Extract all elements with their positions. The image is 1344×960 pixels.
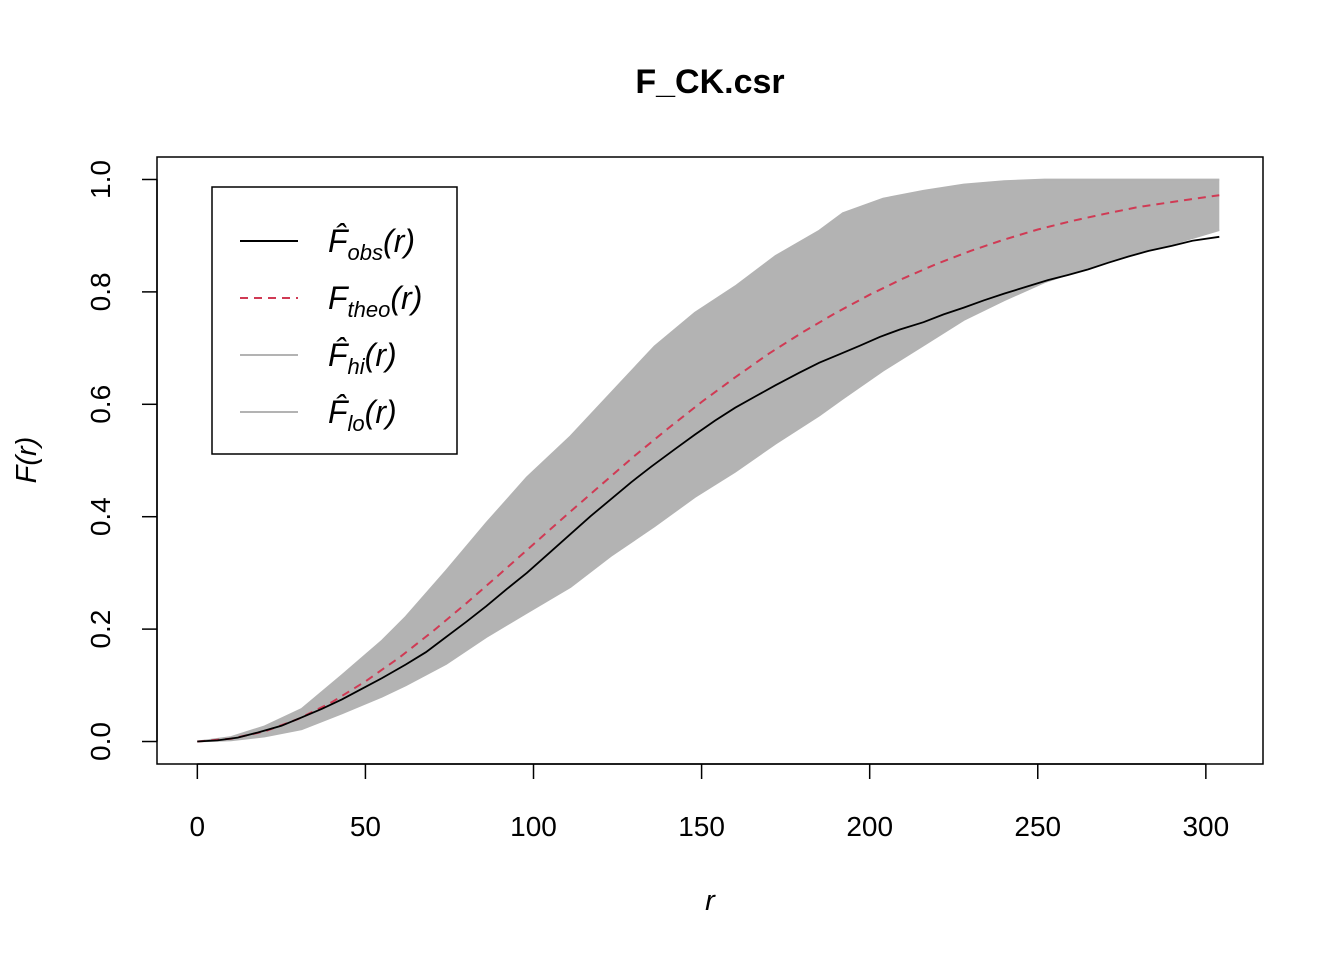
series-line-lo <box>197 229 1220 743</box>
legend: F̂obs(r) Ftheo(r) F̂hi(r) F̂lo(r) <box>211 186 458 455</box>
y-tick-label: 0.4 <box>85 497 116 536</box>
y-axis: 0.0 0.2 0.4 0.6 0.8 1.0 <box>85 160 158 761</box>
legend-label: F̂lo(r) <box>328 394 397 436</box>
envelope-band <box>197 179 1220 742</box>
y-tick-label: 0.0 <box>85 722 116 761</box>
y-tick-label: 1.0 <box>85 160 116 199</box>
y-tick-label: 0.6 <box>85 385 116 424</box>
legend-label: Ftheo(r) <box>328 280 422 322</box>
x-tick-label: 250 <box>1014 811 1061 842</box>
x-tick-label: 0 <box>190 811 206 842</box>
legend-box <box>211 186 458 455</box>
legend-label: F̂hi(r) <box>328 337 397 379</box>
envelope-fill <box>197 179 1220 742</box>
x-tick-label: 300 <box>1182 811 1229 842</box>
y-tick-label: 0.8 <box>85 272 116 311</box>
series-lines <box>197 178 1220 743</box>
series-line-hi <box>197 178 1220 743</box>
x-tick-label: 100 <box>510 811 557 842</box>
series-line-obs <box>197 235 1220 743</box>
legend-label: F̂obs(r) <box>328 223 415 265</box>
x-tick-label: 200 <box>846 811 893 842</box>
x-axis: 0 50 100 150 200 250 300 <box>190 763 1229 842</box>
series-line-theo <box>197 194 1220 743</box>
y-tick-label: 0.2 <box>85 610 116 649</box>
y-axis-label: F(r) <box>11 437 43 484</box>
x-axis-label: r <box>705 885 716 917</box>
x-tick-label: 50 <box>350 811 381 842</box>
chart-title: F_CK.csr <box>635 63 784 101</box>
x-tick-label: 150 <box>678 811 725 842</box>
